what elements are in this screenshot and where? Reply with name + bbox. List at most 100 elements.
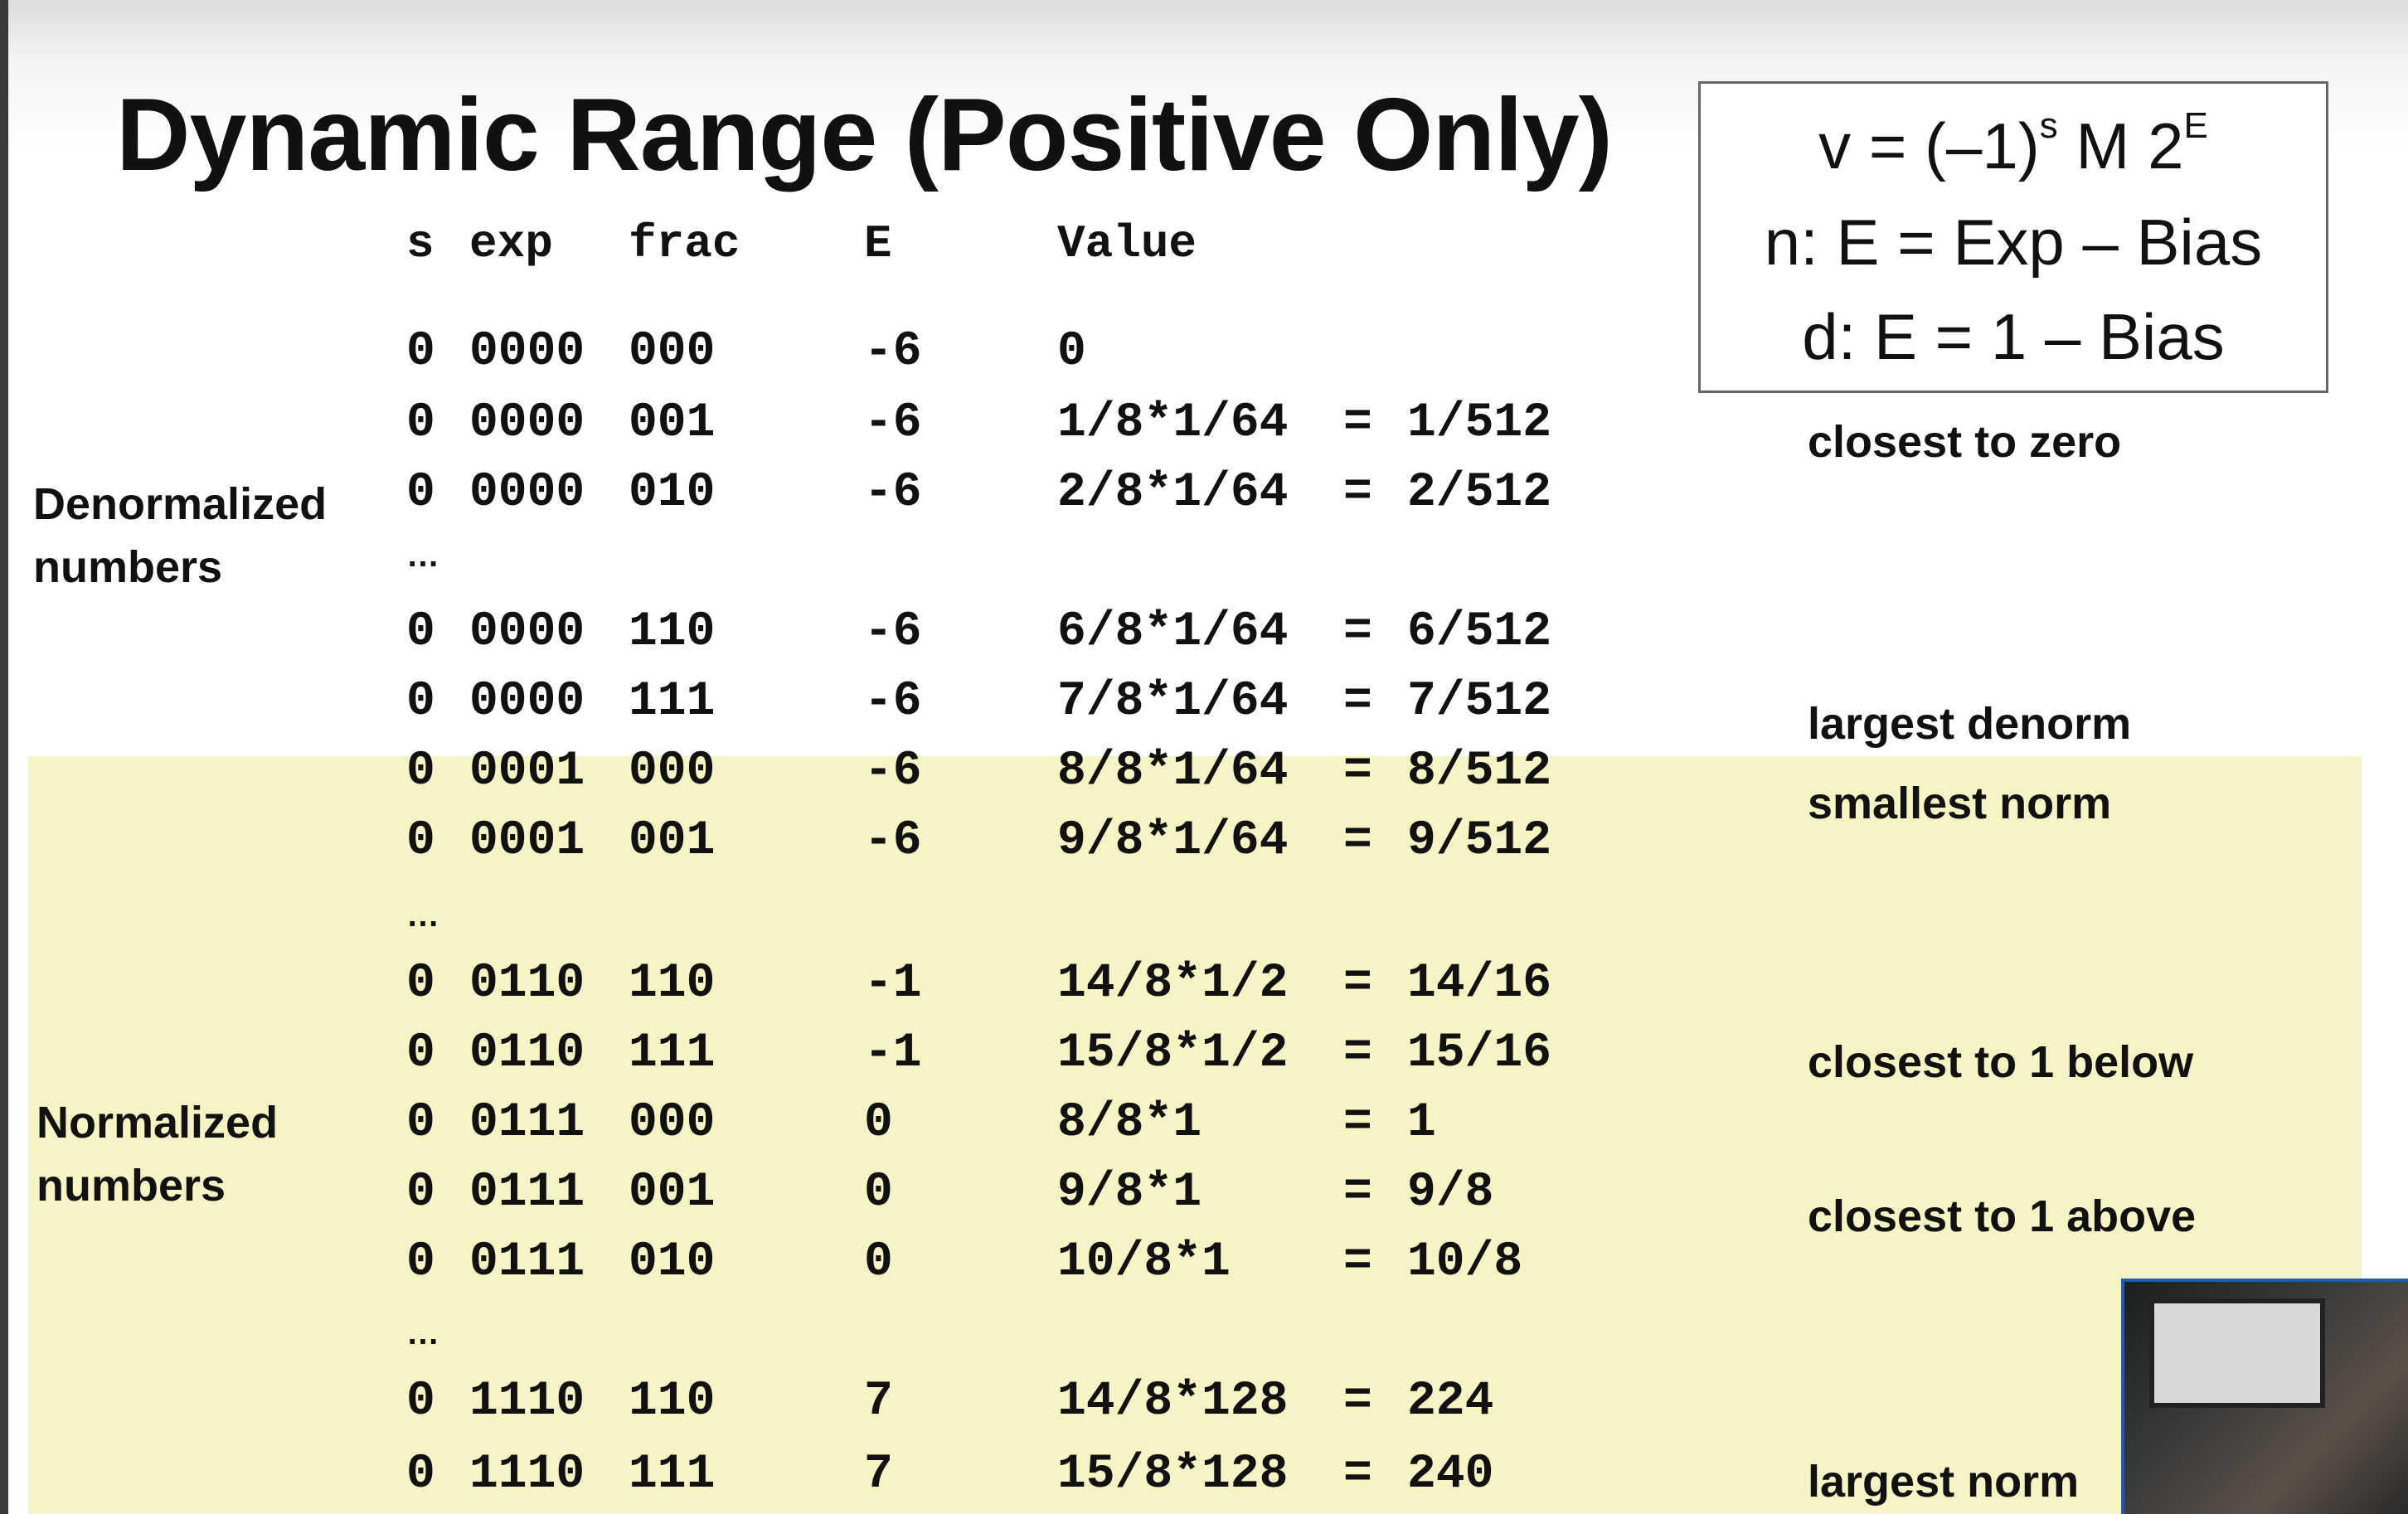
cell-equals: =	[1343, 957, 1372, 1011]
cell-result: 1	[1407, 1096, 1436, 1150]
note-largest-norm: largest norm	[1808, 1457, 2080, 1507]
cell-s: 0	[406, 745, 435, 798]
cell-value: 7/8*1/64	[1057, 675, 1289, 729]
table-row: 0 1110 110 7 14/8*128 = 224	[0, 1375, 1658, 1441]
table-row: 0 0000 010 -6 2/8*1/64 = 2/512	[0, 466, 1658, 532]
cell-value: 2/8*1/64	[1057, 466, 1289, 520]
cell-exp: 0000	[469, 605, 585, 659]
presenter-video-thumbnail	[2121, 1279, 2408, 1514]
normalized-label-line2: numbers	[36, 1161, 226, 1211]
cell-value: 0	[1057, 325, 1086, 379]
table-row: 0 0000 111 -6 7/8*1/64 = 7/512	[0, 675, 1658, 741]
header-value: Value	[1057, 217, 1197, 270]
slide-title: Dynamic Range (Positive Only)	[116, 78, 1613, 192]
cell-value: 14/8*1/2	[1057, 957, 1289, 1011]
cell-s: 0	[406, 957, 435, 1011]
cell-value: 14/8*128	[1057, 1375, 1289, 1429]
cell-result: 1/512	[1407, 396, 1552, 450]
cell-exp: 0111	[469, 1166, 585, 1220]
cell-s: 0	[406, 1375, 435, 1429]
cell-result: 224	[1407, 1375, 1494, 1429]
cell-result: 2/512	[1407, 466, 1552, 520]
cell-s: 0	[406, 1448, 435, 1502]
cell-exp: 0111	[469, 1235, 585, 1289]
denormalized-label-line2: numbers	[33, 542, 223, 592]
cell-value: 6/8*1/64	[1057, 605, 1289, 659]
cell-exp: 0111	[469, 1096, 585, 1150]
table-row: 0 0110 111 -1 15/8*1/2 = 15/16	[0, 1026, 1658, 1093]
table-row: 0 0000 000 -6 0	[0, 325, 1658, 391]
header-E: E	[864, 217, 892, 270]
cell-exp: 0000	[469, 396, 585, 450]
cell-equals: =	[1343, 1166, 1372, 1220]
cell-s: 0	[406, 1026, 435, 1080]
cell-E: 7	[864, 1375, 893, 1429]
cell-result: 7/512	[1407, 675, 1552, 729]
cell-value: 9/8*1	[1057, 1166, 1202, 1220]
cell-result: 8/512	[1407, 745, 1552, 798]
cell-equals: =	[1343, 1235, 1372, 1289]
ellipsis: …	[406, 537, 439, 574]
normalized-label-line1: Normalized	[36, 1098, 279, 1148]
cell-frac: 110	[629, 957, 716, 1011]
cell-value: 15/8*128	[1057, 1448, 1289, 1502]
note-largest-denorm: largest denorm	[1808, 699, 2132, 749]
note-closest-to-1-above: closest to 1 above	[1808, 1191, 2197, 1241]
cell-value: 8/8*1/64	[1057, 745, 1289, 798]
table-row: 0 0111 001 0 9/8*1 = 9/8	[0, 1166, 1658, 1232]
cell-E: -6	[864, 466, 922, 520]
cell-equals: =	[1343, 396, 1372, 450]
cell-exp: 0001	[469, 814, 585, 868]
cell-value: 15/8*1/2	[1057, 1026, 1289, 1080]
cell-E: -1	[864, 1026, 922, 1080]
cell-frac: 001	[629, 814, 716, 868]
cell-E: -6	[864, 745, 922, 798]
cell-s: 0	[406, 396, 435, 450]
normalized-highlight-band	[28, 756, 2362, 1514]
projector-screen	[2149, 1298, 2325, 1408]
cell-frac: 111	[629, 1448, 716, 1502]
cell-equals: =	[1343, 1096, 1372, 1150]
cell-equals: =	[1343, 1375, 1372, 1429]
cell-result: 10/8	[1407, 1235, 1523, 1289]
cell-exp: 0000	[469, 325, 585, 379]
cell-s: 0	[406, 466, 435, 520]
table-row: 0 0111 010 0 10/8*1 = 10/8	[0, 1235, 1658, 1302]
cell-E: 0	[864, 1235, 893, 1289]
cell-E: -6	[864, 325, 922, 379]
cell-result: 15/16	[1407, 1026, 1552, 1080]
table-row: 0 0111 000 0 8/8*1 = 1	[0, 1096, 1658, 1162]
denormalized-exponent-formula: d: E = 1 – Bias	[1802, 300, 2225, 373]
cell-exp: 0110	[469, 1026, 585, 1080]
cell-s: 0	[406, 605, 435, 659]
cell-equals: =	[1343, 605, 1372, 659]
cell-s: 0	[406, 325, 435, 379]
table-row: 0 1110 111 7 15/8*128 = 240	[0, 1448, 1658, 1514]
cell-result: 14/16	[1407, 957, 1552, 1011]
cell-result: 240	[1407, 1448, 1494, 1502]
denormalized-label: Denormalized numbers	[33, 473, 327, 599]
cell-exp: 1110	[469, 1448, 585, 1502]
note-closest-to-zero: closest to zero	[1808, 417, 2122, 467]
cell-equals: =	[1343, 466, 1372, 520]
cell-result: 9/8	[1407, 1166, 1494, 1220]
cell-E: -6	[864, 605, 922, 659]
ellipsis: …	[406, 1315, 439, 1351]
cell-equals: =	[1343, 745, 1372, 798]
cell-E: 7	[864, 1448, 893, 1502]
header-frac: frac	[629, 217, 740, 270]
formula-power-exponent: E	[2183, 105, 2208, 146]
cell-equals: =	[1343, 814, 1372, 868]
cell-exp: 0000	[469, 675, 585, 729]
cell-frac: 010	[629, 1235, 716, 1289]
cell-E: -6	[864, 396, 922, 450]
cell-value: 1/8*1/64	[1057, 396, 1289, 450]
normalized-exponent-formula: n: E = Exp – Bias	[1764, 206, 2263, 279]
cell-E: -1	[864, 957, 922, 1011]
cell-s: 0	[406, 1235, 435, 1289]
cell-frac: 000	[629, 1096, 716, 1150]
cell-equals: =	[1343, 1448, 1372, 1502]
cell-value: 8/8*1	[1057, 1096, 1202, 1150]
cell-E: -6	[864, 814, 922, 868]
